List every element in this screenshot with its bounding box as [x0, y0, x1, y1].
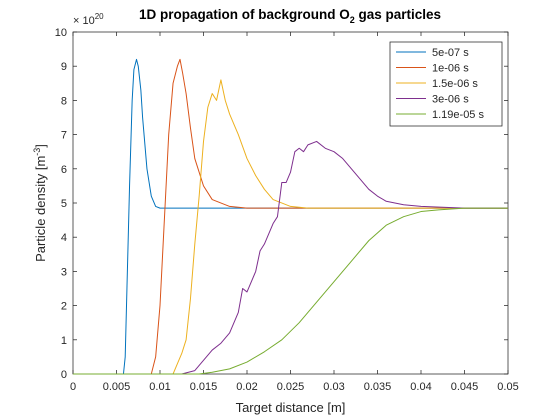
series-line-3 — [73, 79, 508, 375]
y-tick-label: 5 — [61, 198, 67, 210]
title-main: 1D propagation of background O — [139, 7, 350, 22]
y-tick-label: 0 — [61, 369, 67, 381]
series-line-4 — [73, 140, 508, 375]
x-axis-label: Target distance [m] — [236, 400, 346, 415]
y-tick-label: 7 — [61, 130, 67, 142]
x-tick-label: 0.02 — [236, 381, 257, 393]
legend-label-2: 1e-06 s — [432, 63, 469, 75]
y-multiplier-base: × 10 — [73, 15, 95, 27]
y-tick-label: 9 — [61, 61, 67, 73]
chart-title: 1D propagation of background O2 gas part… — [139, 7, 441, 25]
series-line-1 — [73, 58, 508, 375]
x-tick-label: 0.045 — [451, 381, 479, 393]
y-tick-label: 1 — [61, 335, 67, 347]
x-tick-label: 0.005 — [103, 381, 131, 393]
x-tick-label: 0.015 — [190, 381, 218, 393]
y-label-superscript: -3 — [32, 148, 42, 156]
y-label-end: ] — [33, 144, 48, 148]
x-tick-label: 0.04 — [410, 381, 431, 393]
legend-box — [389, 41, 503, 127]
y-tick-label: 10 — [55, 27, 67, 39]
y-tick-label: 4 — [61, 232, 67, 244]
y-tick-label: 8 — [61, 95, 67, 107]
legend-label-4: 3e-06 s — [432, 94, 469, 106]
y-tick-label: 6 — [61, 164, 67, 176]
title-subscript: 2 — [350, 15, 355, 25]
y-multiplier: × 1020 — [73, 12, 104, 27]
x-tick-label: 0.035 — [364, 381, 392, 393]
series-line-2 — [73, 58, 508, 375]
y-multiplier-exponent: 20 — [95, 12, 104, 21]
x-tick-label: 0 — [70, 381, 76, 393]
y-tick-label: 2 — [61, 301, 67, 313]
legend-label-5: 1.19e-05 s — [432, 109, 484, 121]
series-lines — [73, 58, 508, 375]
legend-label-3: 1.5e-06 s — [432, 78, 478, 90]
legend-label-1: 5e-07 s — [432, 47, 469, 59]
legend: 5e-07 s 1e-06 s 1.5e-06 s 3e-06 s 1.19e-05 s — [389, 41, 503, 127]
y-axis-label: Particle density [m-3] — [32, 144, 48, 262]
x-tick-label: 0.03 — [323, 381, 344, 393]
x-tick-label: 0.025 — [277, 381, 305, 393]
series-line-5 — [73, 207, 508, 375]
x-tick-label: 0.05 — [497, 381, 518, 393]
title-rest: gas particles — [355, 7, 441, 22]
x-tick-label: 0.01 — [149, 381, 170, 393]
y-label-main: Particle density [m — [33, 156, 48, 262]
y-tick-label: 3 — [61, 266, 67, 278]
